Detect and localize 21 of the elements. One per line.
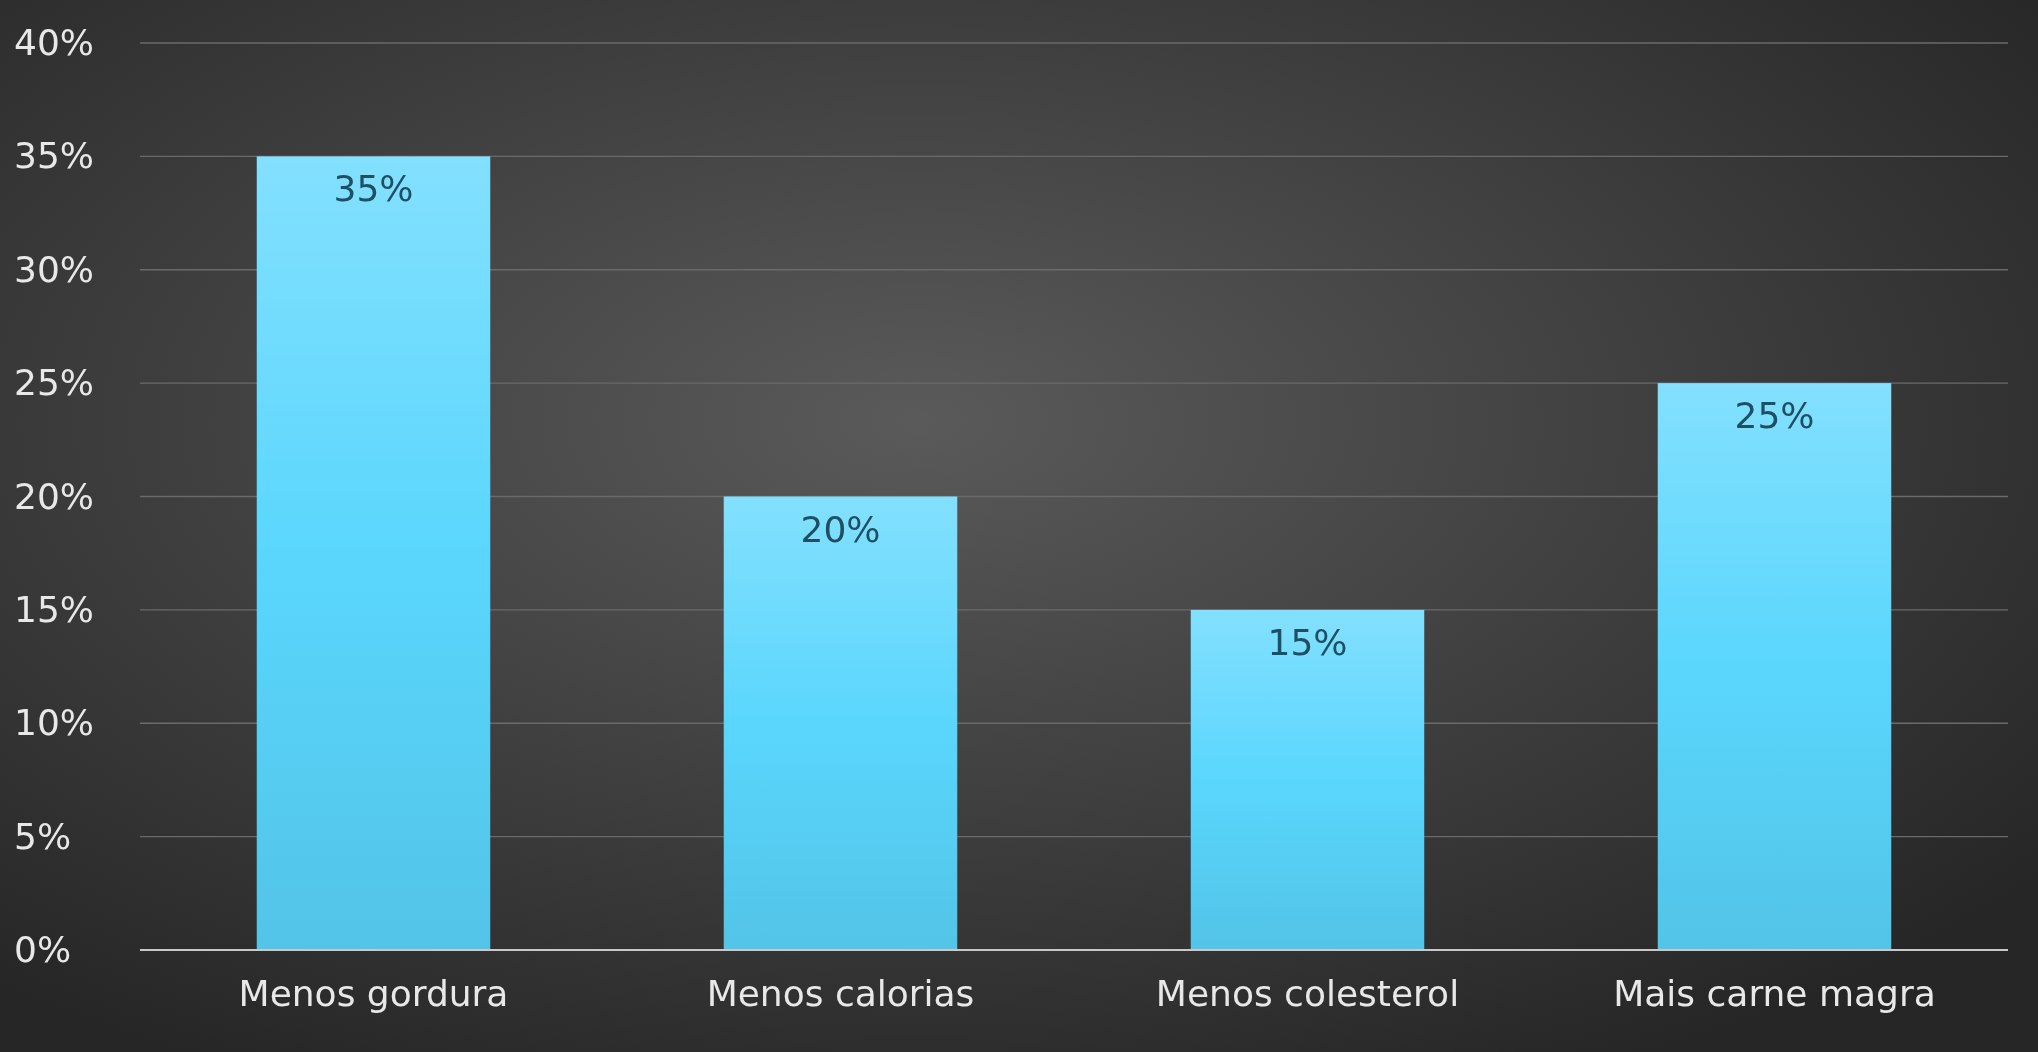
bar [1190,609,1425,950]
data-label: 35% [333,168,414,210]
data-label: 20% [800,508,881,550]
bar [256,156,491,950]
x-tick-label: Menos colesterol [1155,972,1460,1014]
y-tick-label: 25% [14,362,95,404]
x-tick-label: Menos calorias [706,972,975,1014]
data-label: 15% [1267,621,1348,663]
data-label: 25% [1734,395,1815,437]
y-tick-label: 35% [14,135,95,177]
x-tick-label: Mais carne magra [1613,972,1936,1014]
y-tick-label: 15% [14,588,95,630]
bar [1657,383,1892,950]
y-tick-label: 5% [14,815,72,857]
y-tick-label: 30% [14,248,95,290]
y-tick-label: 10% [14,702,95,744]
bar [723,496,958,950]
y-tick-label: 40% [14,22,95,64]
y-tick-label: 20% [14,475,95,517]
y-tick-label: 0% [14,929,72,971]
x-tick-label: Menos gordura [238,972,509,1014]
